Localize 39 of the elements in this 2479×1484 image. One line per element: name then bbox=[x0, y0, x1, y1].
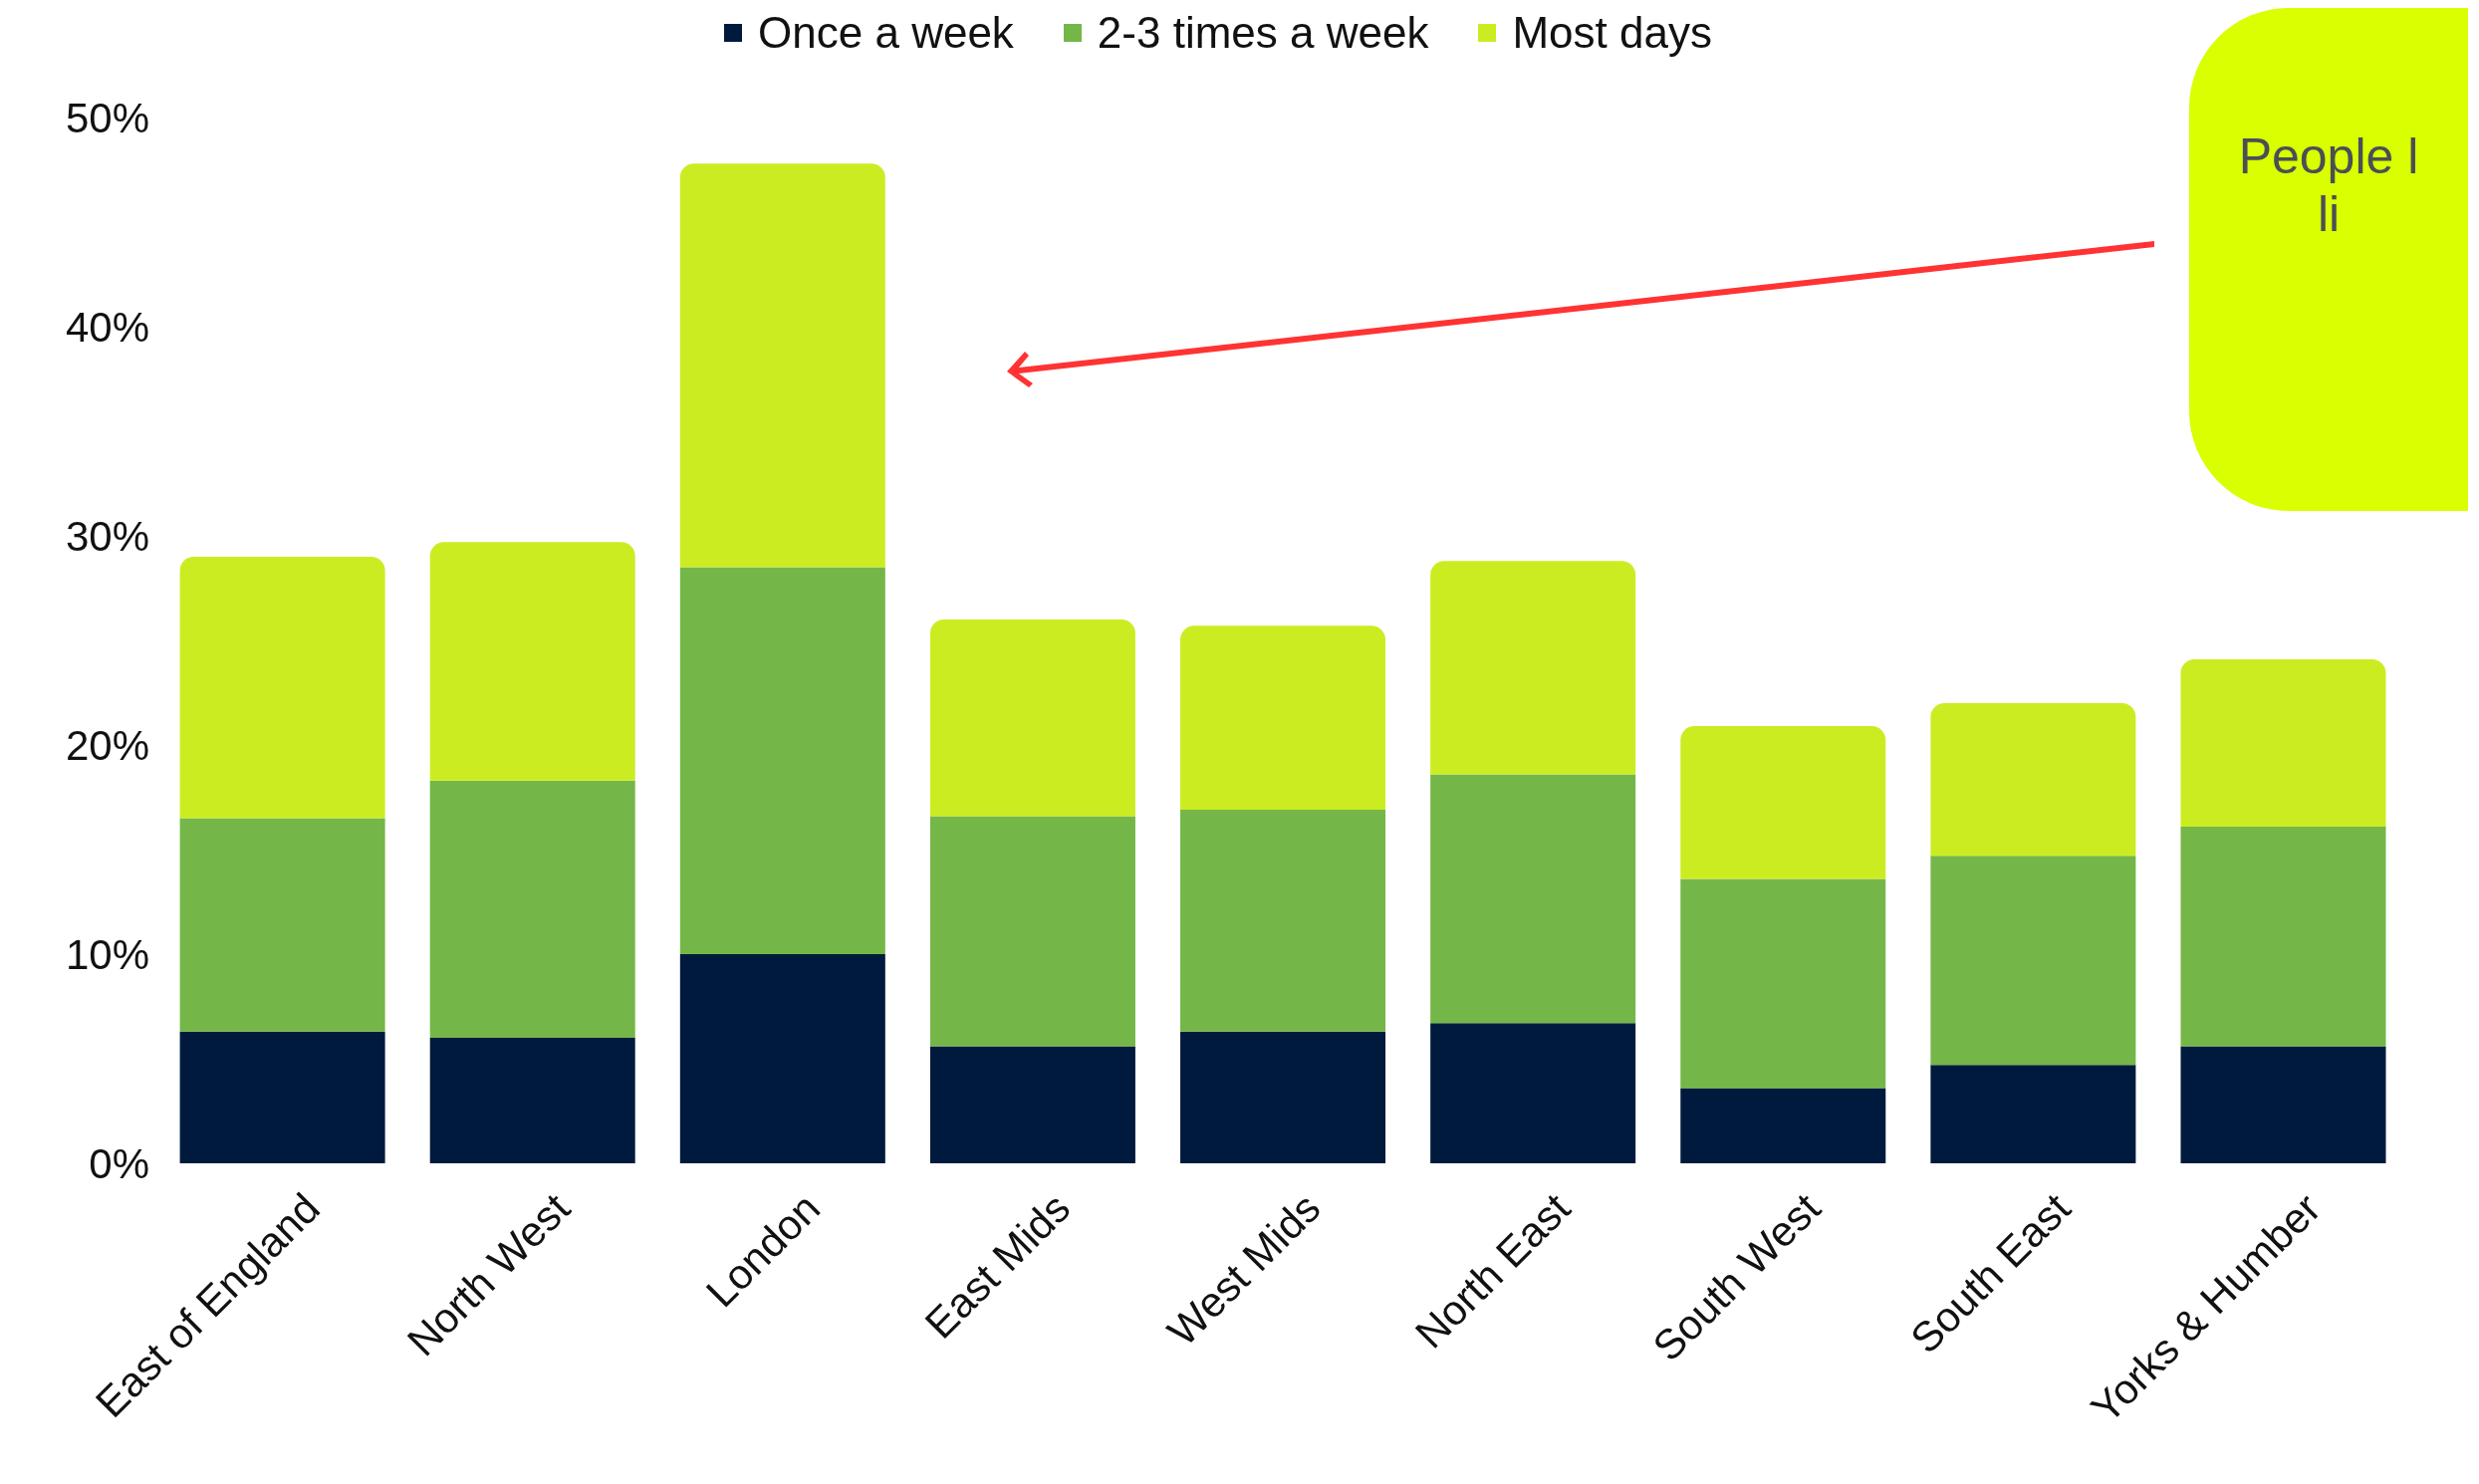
bar bbox=[179, 1031, 385, 1163]
bar bbox=[1180, 1031, 1386, 1163]
bar bbox=[429, 780, 635, 1038]
y-tick-label: 30% bbox=[65, 512, 149, 560]
bar bbox=[929, 816, 1135, 1047]
bar bbox=[1680, 726, 1886, 879]
annotation: li bbox=[2317, 184, 2341, 243]
bar bbox=[929, 1046, 1135, 1163]
y-tick-label: 40% bbox=[65, 303, 149, 351]
legend-label: Most days bbox=[1512, 8, 1712, 58]
bar bbox=[2180, 826, 2386, 1047]
bar bbox=[679, 954, 885, 1163]
y-tick-label: 10% bbox=[65, 930, 149, 978]
bar bbox=[1430, 1023, 1636, 1163]
y-tick-label: 20% bbox=[65, 721, 149, 769]
bar bbox=[179, 557, 385, 819]
legend-label: Once a week bbox=[758, 8, 1014, 58]
bar bbox=[1180, 625, 1386, 811]
y-tick-label: 50% bbox=[65, 94, 149, 141]
bar bbox=[429, 542, 635, 781]
legend-label: 2-3 times a week bbox=[1097, 8, 1429, 58]
bar bbox=[2180, 1046, 2386, 1163]
bar bbox=[1680, 878, 1886, 1089]
bar bbox=[679, 163, 885, 568]
y-tick-label: 0% bbox=[89, 1139, 149, 1187]
bar bbox=[1930, 1065, 2136, 1163]
bar bbox=[679, 567, 885, 954]
bar bbox=[929, 619, 1135, 817]
bar bbox=[429, 1038, 635, 1163]
bar bbox=[179, 818, 385, 1032]
bar bbox=[1180, 810, 1386, 1032]
bar bbox=[2180, 658, 2386, 827]
bar bbox=[1930, 856, 2136, 1066]
bar bbox=[1930, 703, 2136, 857]
bar bbox=[1430, 561, 1636, 775]
callout-box: People l li bbox=[2189, 8, 2468, 511]
annotation: People l bbox=[2238, 126, 2419, 185]
bar bbox=[1680, 1088, 1886, 1163]
bar bbox=[1430, 774, 1636, 1024]
